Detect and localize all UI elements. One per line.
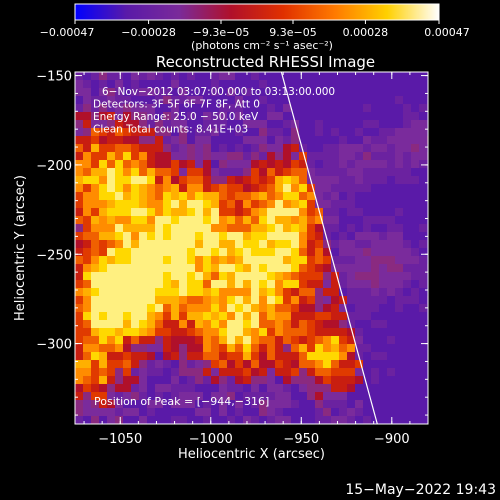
- timestamp: 15−May−2022 19:43: [345, 482, 496, 498]
- solar-limb-line: [280, 71, 378, 425]
- x-axis-label: Heliocentric X (arcsec): [178, 447, 325, 462]
- y-tick-label: −200: [36, 159, 72, 174]
- annotation-block: 6−Nov−2012 03:07:00.000 to 03:13:00.000D…: [93, 86, 335, 136]
- annotation-line: 6−Nov−2012 03:07:00.000 to 03:13:00.000: [102, 86, 335, 98]
- colorbar-ticks: −0.00047 −0.00028 −9.3e−05 9.3e−05 0.00028 0.…: [40, 20, 470, 39]
- colorbar-tick-label: 0.00028: [343, 26, 389, 39]
- annotation-line: Energy Range: 25.0 − 50.0 keV: [93, 111, 259, 123]
- y-tick-label: −300: [36, 338, 72, 353]
- colorbar-tick-label: 9.3e−05: [269, 26, 316, 39]
- x-tick-label: −950: [283, 432, 319, 447]
- annotation-line: Detectors: 3F 5F 6F 7F 8F, Att 0: [93, 99, 260, 111]
- heatmap-image: [75, 72, 428, 424]
- plot-frame: [74, 71, 429, 425]
- x-tick-label: −900: [374, 432, 410, 447]
- y-tick-label: −150: [36, 70, 72, 85]
- axis-ticks: −1050 −1000 −950 −900 −150 −200 −250 −300: [36, 70, 429, 447]
- colorbar-tick-label: −0.00028: [121, 26, 176, 39]
- annotation-line: Clean Total counts: 8.41E+03: [93, 124, 248, 136]
- y-tick-label: −250: [36, 248, 72, 263]
- colorbar-tick-label: −0.00047: [40, 26, 95, 39]
- x-tick-label: −1050: [98, 432, 142, 447]
- x-tick-label: −1000: [189, 432, 233, 447]
- peak-position-label: Position of Peak = [−944,−316]: [94, 395, 269, 408]
- chart-title: Reconstructed RHESSI Image: [156, 53, 375, 71]
- y-axis-label: Heliocentric Y (arcsec): [13, 175, 28, 321]
- colorbar-units-label: (photons cm⁻² s⁻¹ asec⁻²): [191, 39, 333, 52]
- colorbar-tick-label: −9.3e−05: [193, 26, 250, 39]
- colorbar-tick-label: 0.00047: [424, 26, 470, 39]
- colorbar: [74, 3, 440, 21]
